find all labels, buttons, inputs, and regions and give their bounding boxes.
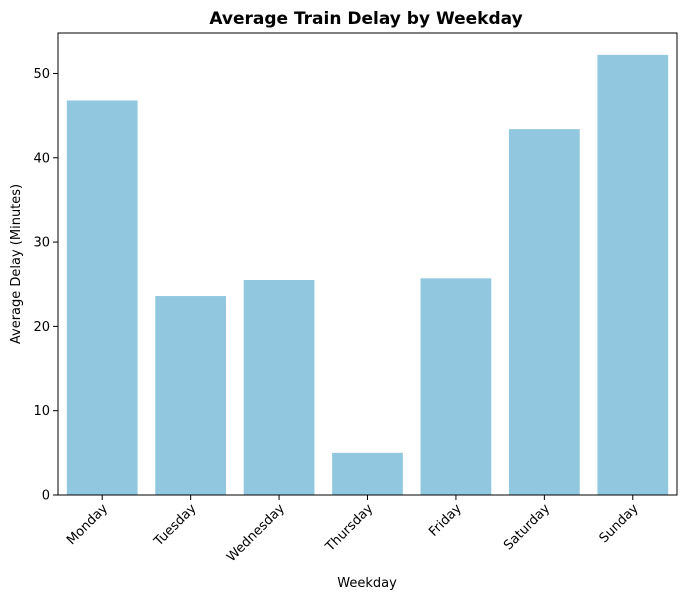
x-tick-label: Wednesday [224, 501, 288, 565]
x-tick-label: Saturday [501, 501, 553, 553]
y-tick-label: 20 [33, 320, 50, 335]
bar-monday [66, 100, 138, 495]
plot-frame [57, 32, 678, 496]
bars-group [66, 54, 669, 496]
y-tick-label: 50 [33, 67, 50, 82]
x-tick-label: Friday [426, 501, 465, 540]
y-tick-label: 10 [33, 404, 50, 419]
y-tick-label: 0 [42, 489, 50, 504]
bar-wednesday [243, 280, 315, 495]
y-tick-label: 40 [33, 151, 50, 166]
bar-sunday [597, 54, 669, 496]
bar-thursday [332, 452, 403, 495]
x-tick-label: Thursday [322, 501, 376, 555]
bar-tuesday [155, 296, 227, 495]
bar-saturday [508, 129, 580, 496]
x-tick-label: Monday [64, 501, 111, 548]
x-tick-label: Tuesday [151, 501, 200, 550]
chart-title: Average Train Delay by Weekday [209, 9, 522, 29]
bar-friday [420, 278, 492, 495]
y-tick-label: 30 [33, 236, 50, 251]
x-axis-label: Weekday [337, 576, 397, 591]
x-tick-label: Sunday [597, 501, 642, 546]
y-axis-label: Average Delay (Minutes) [9, 184, 24, 344]
y-axis: 0 10 20 30 40 50 [33, 67, 58, 504]
x-axis: Monday Tuesday Wednesday Thursday Friday Satu… [64, 495, 642, 565]
